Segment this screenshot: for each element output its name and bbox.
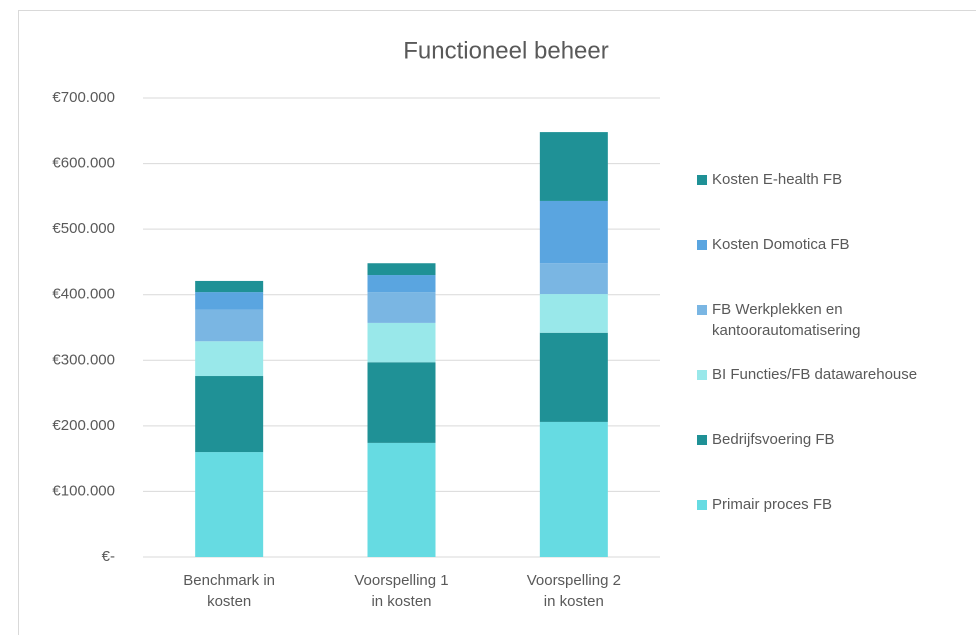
legend-label: Bedrijfsvoering FB — [712, 431, 835, 448]
bar-segment — [367, 275, 436, 293]
legend-label: Kosten E-health FB — [712, 171, 843, 188]
bar-segment — [539, 132, 608, 201]
legend-label: FB Werkplekken en kantoorautomatisering — [712, 301, 861, 339]
y-tick-label: €200.000 — [52, 417, 115, 434]
x-tick-label-box: Voorspelling 2 in kosten — [526, 572, 621, 610]
x-tick-label: Voorspelling 2 in kosten — [526, 572, 621, 610]
x-tick-label-box: Benchmark in kosten — [183, 572, 276, 610]
y-tick-label: €- — [102, 548, 115, 565]
legend-swatch — [697, 175, 707, 185]
bar-segment — [539, 263, 608, 295]
bar-segment — [367, 442, 436, 557]
bar-segment — [195, 280, 264, 293]
bar-segment — [195, 309, 264, 342]
bar-segment — [367, 292, 436, 323]
x-tick-label-box: Voorspelling 1 in kosten — [354, 572, 449, 610]
legend-label-box: Primair proces FB — [712, 496, 833, 513]
chart-title: Functioneel beheer — [403, 37, 608, 64]
y-tick-label: €500.000 — [52, 220, 115, 237]
bar-segment — [195, 292, 264, 310]
y-tick-label: €600.000 — [52, 155, 115, 172]
bar-segment — [195, 452, 264, 557]
legend-swatch — [697, 435, 707, 445]
legend-label-box: Kosten E-health FB — [712, 171, 843, 188]
legend-swatch — [697, 240, 707, 250]
x-tick-label: Voorspelling 1 in kosten — [354, 572, 449, 610]
bar-segment — [367, 362, 436, 443]
y-tick-label: €300.000 — [52, 351, 115, 368]
legend-label: Kosten Domotica FB — [712, 236, 850, 253]
legend-swatch — [697, 370, 707, 380]
y-tick-label: €100.000 — [52, 482, 115, 499]
legend-label-box: Kosten Domotica FB — [712, 236, 850, 253]
bar-segment — [367, 322, 436, 363]
legend-label-box: Bedrijfsvoering FB — [712, 431, 835, 448]
bar-segment — [539, 421, 608, 557]
y-tick-label: €700.000 — [52, 89, 115, 106]
legend-swatch — [697, 305, 707, 315]
legend-label-box: BI Functies/FB datawarehouse — [712, 366, 918, 383]
bar-segment — [367, 263, 436, 276]
legend-label: Primair proces FB — [712, 496, 833, 513]
bar-segment — [539, 294, 608, 333]
bar-segment — [539, 332, 608, 422]
legend-label: BI Functies/FB datawarehouse — [712, 366, 918, 383]
chart-border — [18, 10, 976, 635]
legend-label-box: FB Werkplekken en kantoorautomatisering — [712, 301, 861, 339]
bar-segment — [195, 376, 264, 453]
legend-swatch — [697, 500, 707, 510]
bar-segment — [195, 341, 264, 377]
bar-segment — [539, 200, 608, 264]
y-tick-label: €400.000 — [52, 286, 115, 303]
x-tick-label: Benchmark in kosten — [183, 572, 276, 610]
